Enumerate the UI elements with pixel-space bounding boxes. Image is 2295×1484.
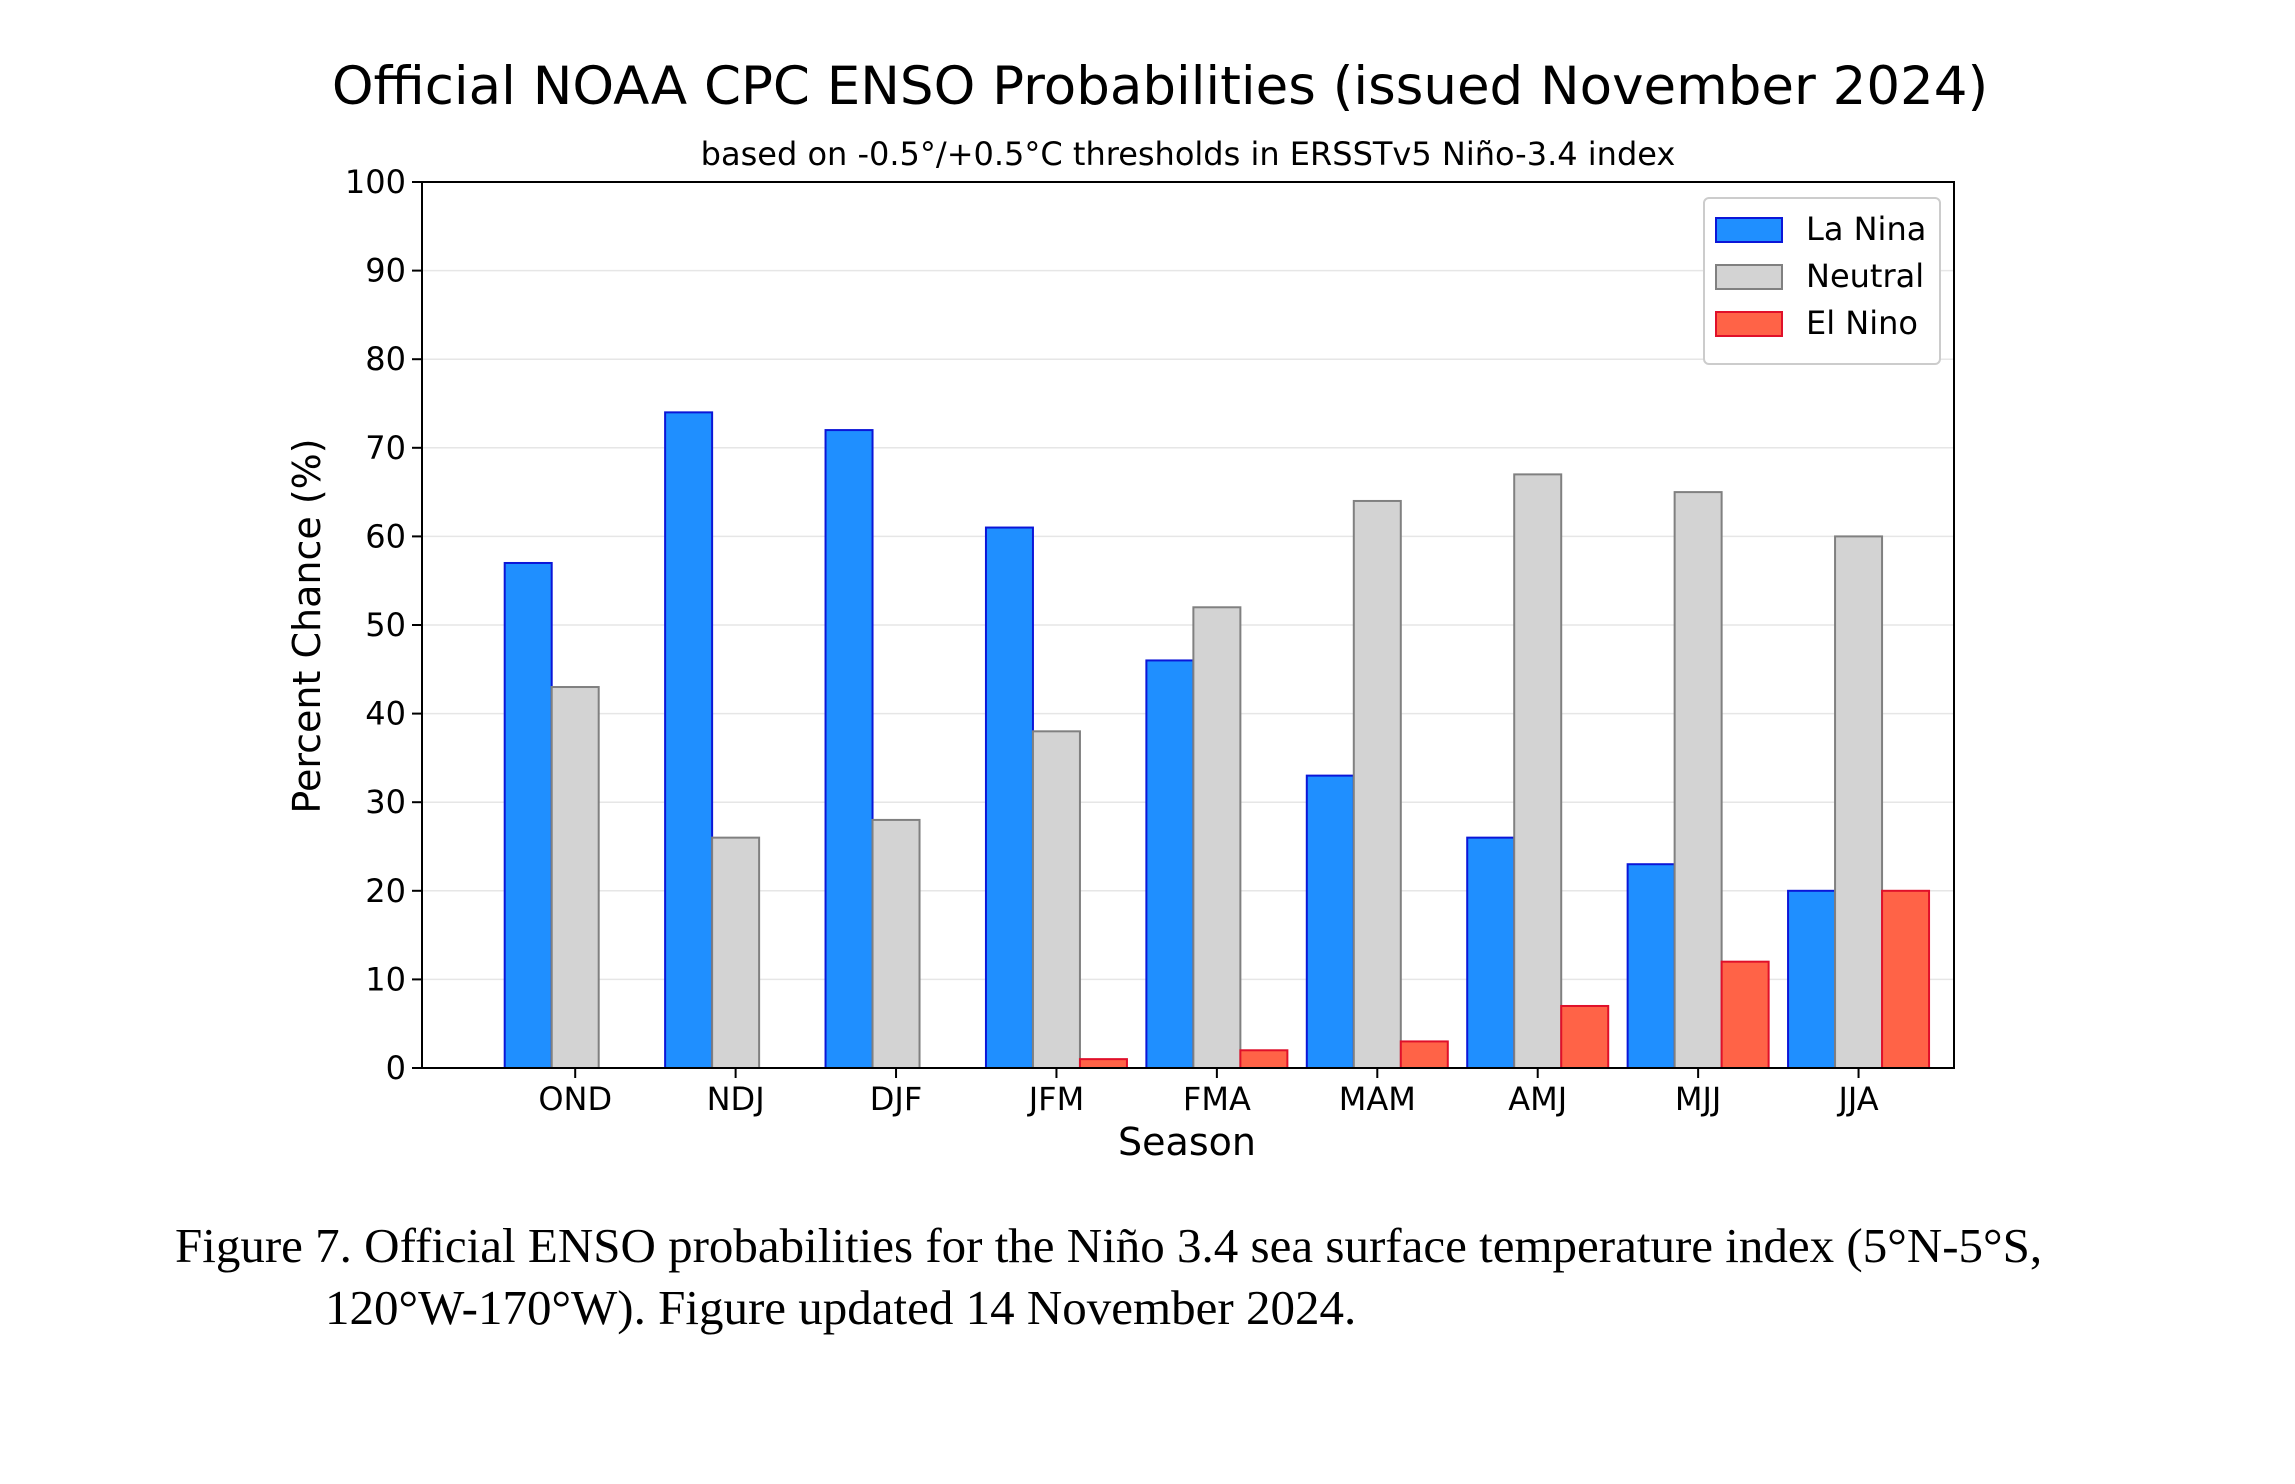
y-tick-label: 100 [345,163,406,201]
y-tick-label: 80 [365,340,406,378]
x-tick-label: JFM [1027,1080,1084,1118]
bar [664,411,714,1069]
bar [1673,491,1723,1070]
bar [1239,1049,1289,1070]
bar [1078,1058,1128,1070]
caption-line-1: Figure 7. Official ENSO probabilities fo… [175,1218,2043,1273]
y-tick-label: 60 [365,517,406,555]
bar [1192,606,1242,1070]
legend-swatch [1715,311,1783,337]
y-tick-label: 70 [365,429,406,467]
y-tick-label: 20 [365,872,406,910]
bar [1466,836,1516,1070]
x-tick-label: DJF [870,1080,922,1118]
bars [503,411,1931,1070]
figure-caption: Figure 7. Official ENSO probabilities fo… [175,1215,2175,1339]
bar [1720,960,1770,1069]
bar [1352,499,1402,1069]
bar [824,429,874,1069]
legend-swatch [1715,264,1783,290]
bar [550,686,600,1070]
caption-line-2: 120°W-170°W). Figure updated 14 November… [325,1280,1357,1335]
x-axis-label: Season [1118,1120,1256,1164]
chart-subtitle: based on -0.5°/+0.5°C thresholds in ERSS… [701,135,1676,173]
x-tick-label: NDJ [707,1080,765,1118]
bar [1031,730,1081,1069]
bar [1145,659,1195,1069]
bar [1626,863,1676,1069]
x-tick-label: MAM [1339,1080,1416,1118]
legend-label: La Nina [1806,210,1926,248]
y-axis-label: Percent Chance (%) [285,438,329,813]
x-tick-label: JJA [1836,1080,1878,1118]
legend-label: El Nino [1806,304,1918,342]
bar [1881,889,1931,1069]
legend-swatch [1715,217,1783,243]
y-tick-label: 90 [365,252,406,290]
legend-label: Neutral [1806,257,1924,295]
bar [711,836,761,1070]
bar [984,526,1034,1069]
y-tick-label: 50 [365,606,406,644]
bar [503,561,553,1069]
x-tick-label: MJJ [1675,1080,1721,1118]
bar [1787,889,1837,1069]
y-tick-label: 40 [365,695,406,733]
bar [1399,1040,1449,1070]
bar [871,818,921,1069]
axes: 0 10 20 30 40 50 60 70 80 90 100 OND NDJ DJF JFM FMA MAM… [345,163,1955,1118]
y-tick-label: 0 [386,1049,406,1087]
legend: La Nina Neutral El Nino [1703,197,1941,365]
plot-frame [421,181,1955,1069]
x-tick-label: FMA [1183,1080,1251,1118]
y-tick-label: 10 [365,960,406,998]
chart-title: Official NOAA CPC ENSO Probabilities (is… [332,56,1988,117]
bar [1560,1004,1610,1069]
x-tick-label: OND [538,1080,612,1118]
bar [1305,774,1355,1069]
x-tick-label: AMJ [1508,1080,1567,1118]
y-tick-label: 30 [365,783,406,821]
bar [1834,535,1884,1069]
bar [1513,473,1563,1069]
